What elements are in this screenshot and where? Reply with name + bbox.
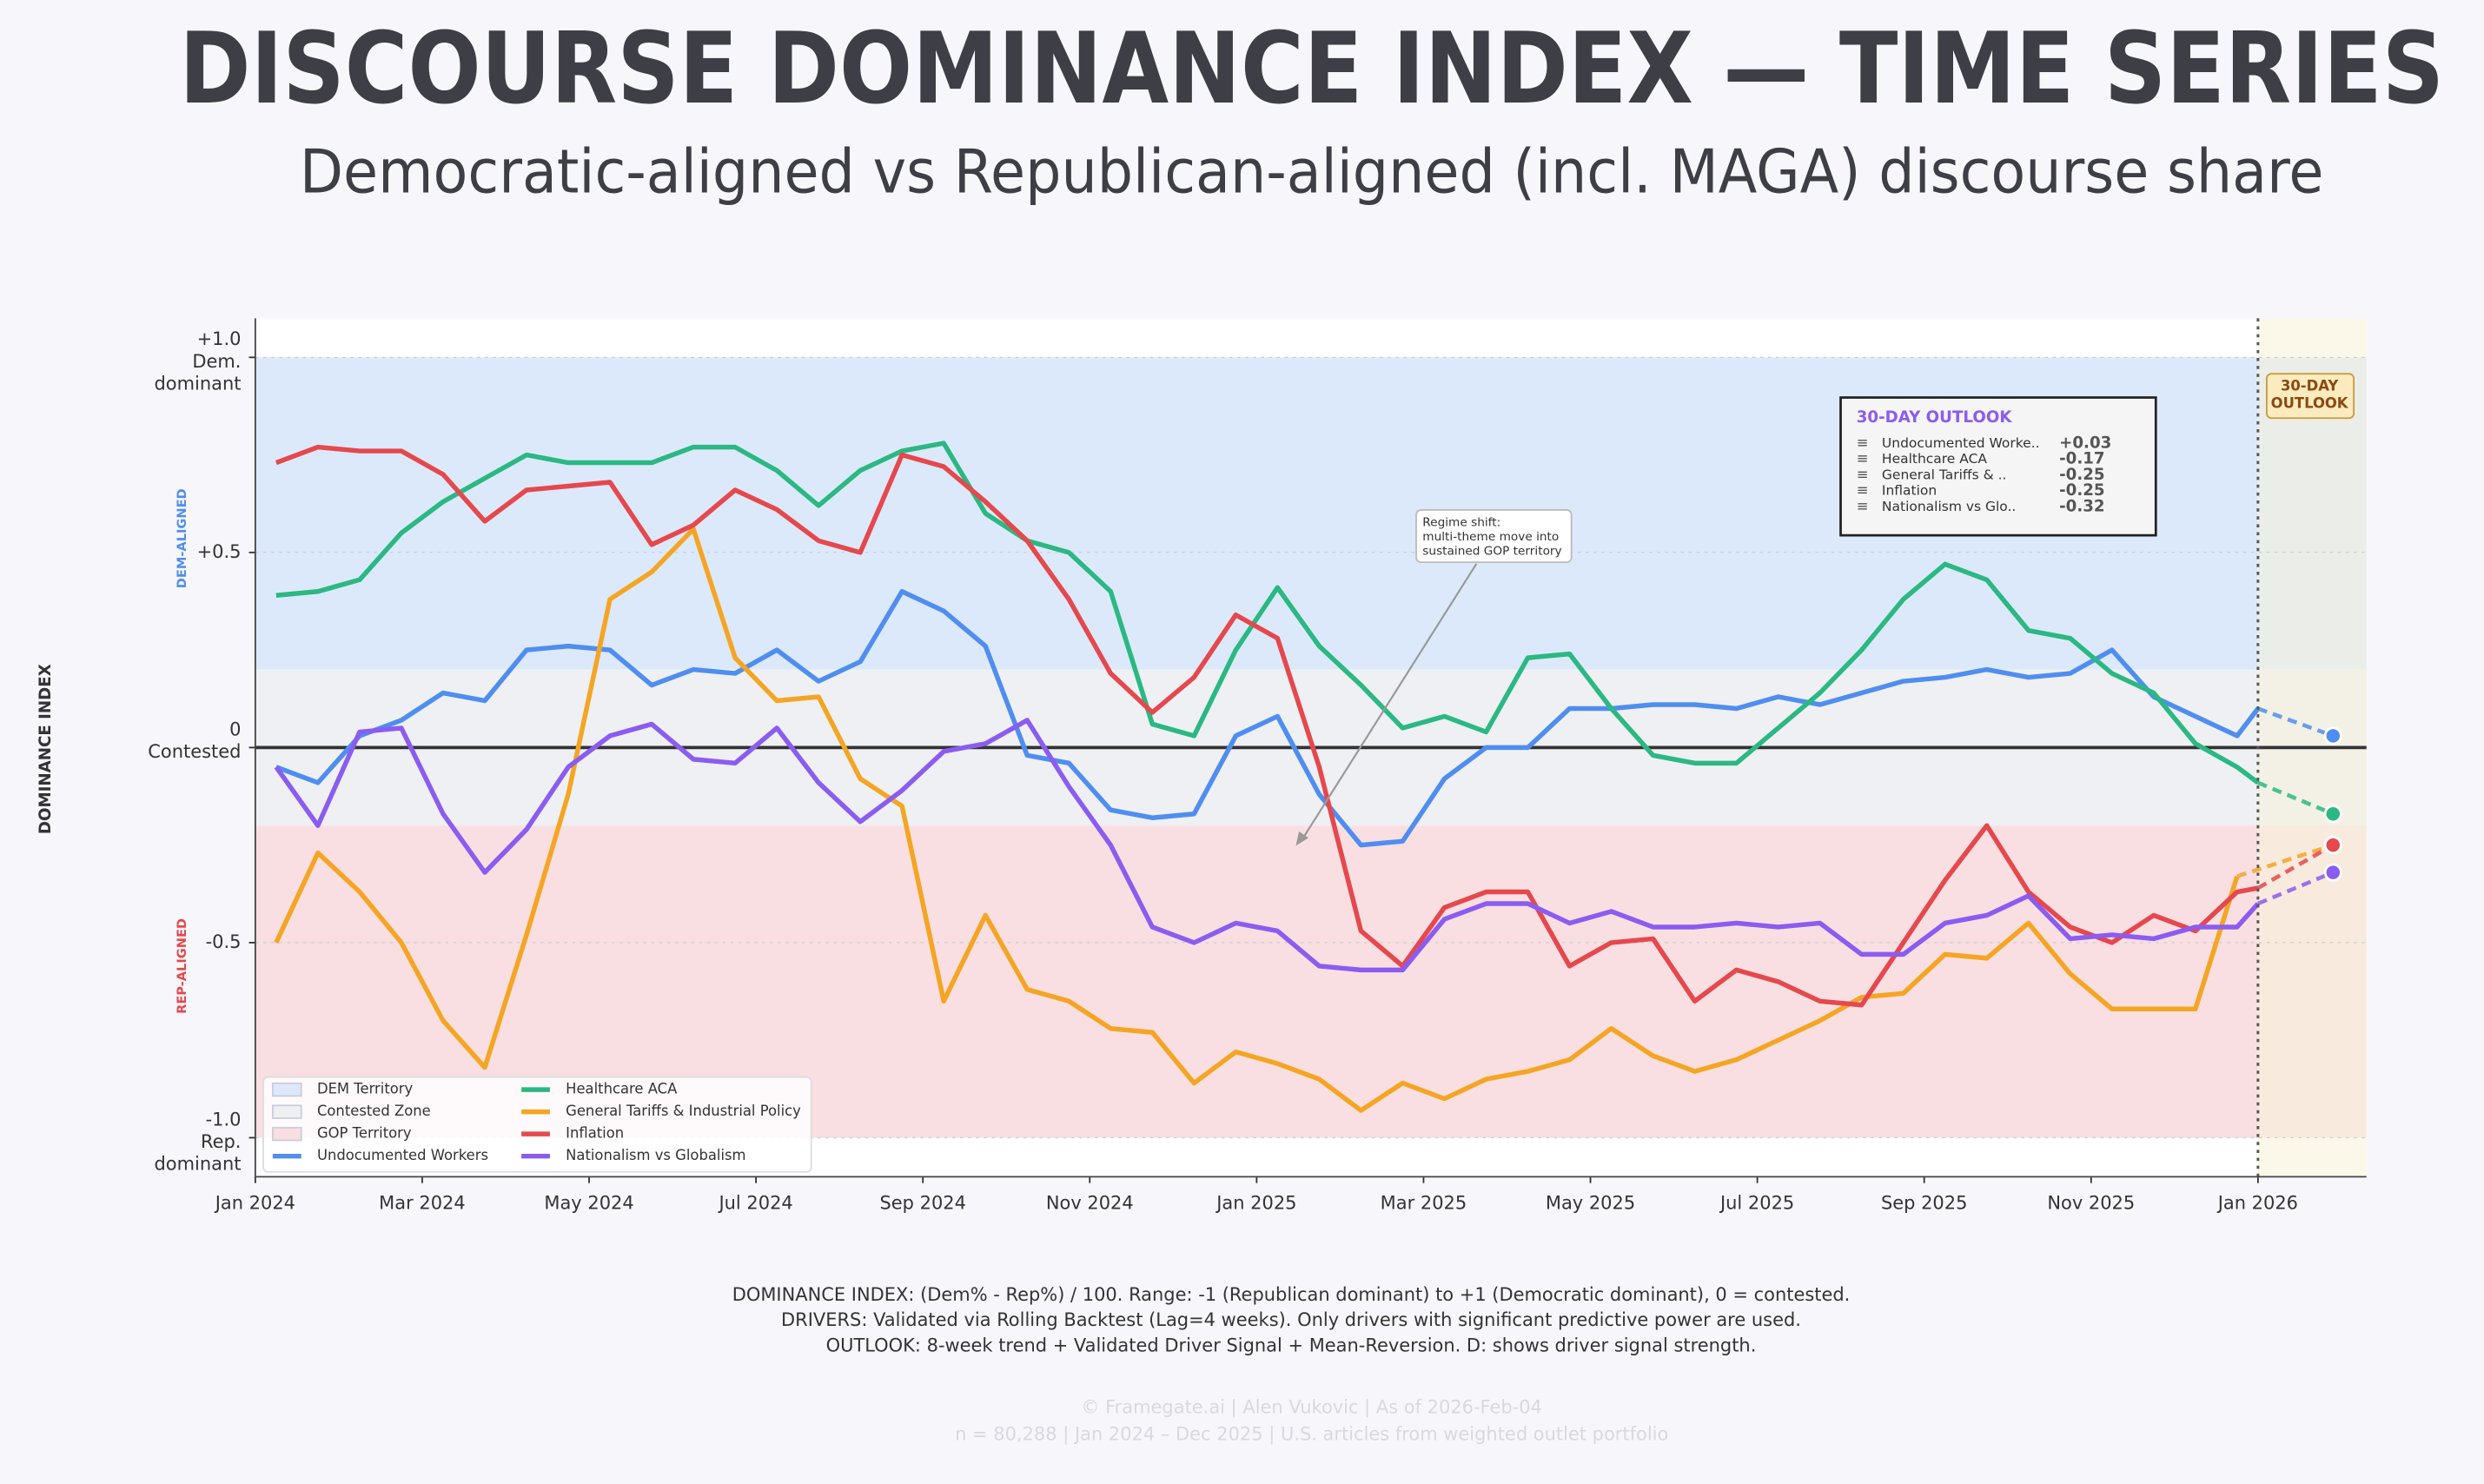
outlook-marker: ≡ xyxy=(1857,450,1869,467)
y-tick-label: +0.5 xyxy=(197,541,242,562)
y-tick-note: dominant xyxy=(154,1153,241,1174)
x-tick-label: Sep 2024 xyxy=(879,1192,965,1213)
dem-side-label: DEM-ALIGNED xyxy=(175,488,189,588)
x-tick-label: Nov 2025 xyxy=(2047,1192,2135,1213)
x-tick-label: Sep 2025 xyxy=(1881,1192,1967,1213)
annotation-arrowhead xyxy=(1295,831,1309,846)
legend-swatch xyxy=(272,1082,302,1097)
footer-note: DOMINANCE INDEX: (Dem% - Rep%) / 100. Ra… xyxy=(732,1284,1851,1305)
x-tick-label: May 2024 xyxy=(544,1192,633,1213)
y-tick-label: -1.0 xyxy=(206,1109,242,1130)
outlook-name: General Tariffs & .. xyxy=(1882,467,2007,482)
outlook-name: Nationalism vs Glo.. xyxy=(1882,499,2016,514)
forecast-tag-box xyxy=(2265,373,2355,420)
outlook-name: Healthcare ACA xyxy=(1882,451,1987,467)
x-tick-label: Jan 2025 xyxy=(1215,1192,1296,1213)
footer-note: DRIVERS: Validated via Rolling Backtest … xyxy=(781,1309,1801,1330)
outlook-box xyxy=(1839,396,2157,537)
outlook-marker: ≡ xyxy=(1857,434,1869,451)
outlook-value: -0.32 xyxy=(2059,497,2105,515)
x-tick-label: Jul 2025 xyxy=(1719,1192,1794,1213)
chart-title: DISCOURSE DOMINANCE INDEX — TIME SERIES xyxy=(179,11,2444,126)
credit: © Framegate.ai | Alen Vukovic | As of 20… xyxy=(1082,1397,1542,1419)
outlook-marker: ≡ xyxy=(1857,482,1869,499)
y-tick-note: dominant xyxy=(154,373,241,394)
series-line xyxy=(274,527,2240,1113)
forecast-tag: 30-DAY xyxy=(2281,377,2339,394)
outlook-marker: ≡ xyxy=(1857,498,1869,514)
series-line xyxy=(275,589,2261,848)
forecast-tag: OUTLOOK xyxy=(2271,394,2349,411)
outlook-value: -0.25 xyxy=(2059,466,2105,484)
legend-swatch xyxy=(272,1126,302,1142)
series-line xyxy=(275,444,2259,1008)
x-tick-label: Mar 2024 xyxy=(379,1192,466,1213)
legend-label: DEM Territory xyxy=(317,1081,414,1097)
y-axis-label: DOMINANCE INDEX xyxy=(36,664,55,834)
series-line xyxy=(275,441,2260,785)
legend-label: Contested Zone xyxy=(317,1103,431,1119)
legend-label: Inflation xyxy=(566,1125,624,1142)
y-tick-note: Contested xyxy=(148,741,241,762)
series-line xyxy=(274,718,2260,973)
annotation-text: multi-theme move into xyxy=(1422,530,1559,544)
y-tick-label: -0.5 xyxy=(206,931,242,952)
x-tick-label: Mar 2025 xyxy=(1381,1192,1467,1213)
outlook-value: -0.25 xyxy=(2059,481,2105,500)
y-tick-label: 0 xyxy=(229,719,241,739)
credit: n = 80,288 | Jan 2024 – Dec 2025 | U.S. … xyxy=(955,1423,1668,1445)
outlook-name: Inflation xyxy=(1882,483,1937,499)
outlook-value: -0.17 xyxy=(2059,450,2105,468)
x-tick-label: Jan 2026 xyxy=(2216,1192,2298,1213)
annotation-box xyxy=(1415,509,1573,564)
forecast-line xyxy=(2256,870,2335,906)
forecast-point xyxy=(2323,726,2342,745)
forecast-point xyxy=(2323,836,2342,855)
legend-label: Undocumented Workers xyxy=(317,1147,488,1163)
footer-note: OUTLOOK: 8-week trend + Validated Driver… xyxy=(826,1335,1757,1355)
footer: DOMINANCE INDEX: (Dem% - Rep%) / 100. Ra… xyxy=(732,1284,1851,1445)
forecast-line xyxy=(2256,780,2335,816)
y-tick-label: +1.0 xyxy=(197,328,242,349)
annotation-arrow xyxy=(1301,563,1478,840)
x-tick-label: Nov 2024 xyxy=(1046,1192,1134,1213)
outlook-title: 30-DAY OUTLOOK xyxy=(1857,408,2013,427)
legend-label: General Tariffs & Industrial Policy xyxy=(566,1103,801,1119)
rep-side-label: REP-ALIGNED xyxy=(175,918,189,1014)
legend-box xyxy=(262,1076,812,1173)
x-tick-label: May 2025 xyxy=(1546,1192,1635,1213)
legend-label: Nationalism vs Globalism xyxy=(566,1147,745,1163)
annotation: Regime shift:multi-theme move intosustai… xyxy=(1295,509,1573,846)
legend-label: GOP Territory xyxy=(317,1125,412,1142)
annotation-text: Regime shift: xyxy=(1422,516,1500,530)
outlook-marker: ≡ xyxy=(1857,466,1869,482)
x-tick-label: Jan 2024 xyxy=(214,1192,295,1213)
x-tick-label: Jul 2024 xyxy=(717,1192,792,1213)
y-tick-note: Rep. xyxy=(201,1131,241,1152)
outlook-value: +0.03 xyxy=(2059,434,2111,452)
y-tick-note: Dem. xyxy=(192,351,241,372)
legend-swatch xyxy=(272,1104,302,1119)
legend-label: Healthcare ACA xyxy=(566,1081,678,1097)
forecast-point xyxy=(2323,805,2342,824)
outlook-name: Undocumented Worke.. xyxy=(1882,435,2040,451)
forecast-line xyxy=(2236,843,2335,878)
forecast-point xyxy=(2323,863,2342,882)
chart-subtitle: Democratic-aligned vs Republican-aligned… xyxy=(300,137,2324,207)
forecast-line xyxy=(2256,843,2335,891)
annotation-text: sustained GOP territory xyxy=(1422,544,1561,558)
forecast-line xyxy=(2257,706,2335,739)
